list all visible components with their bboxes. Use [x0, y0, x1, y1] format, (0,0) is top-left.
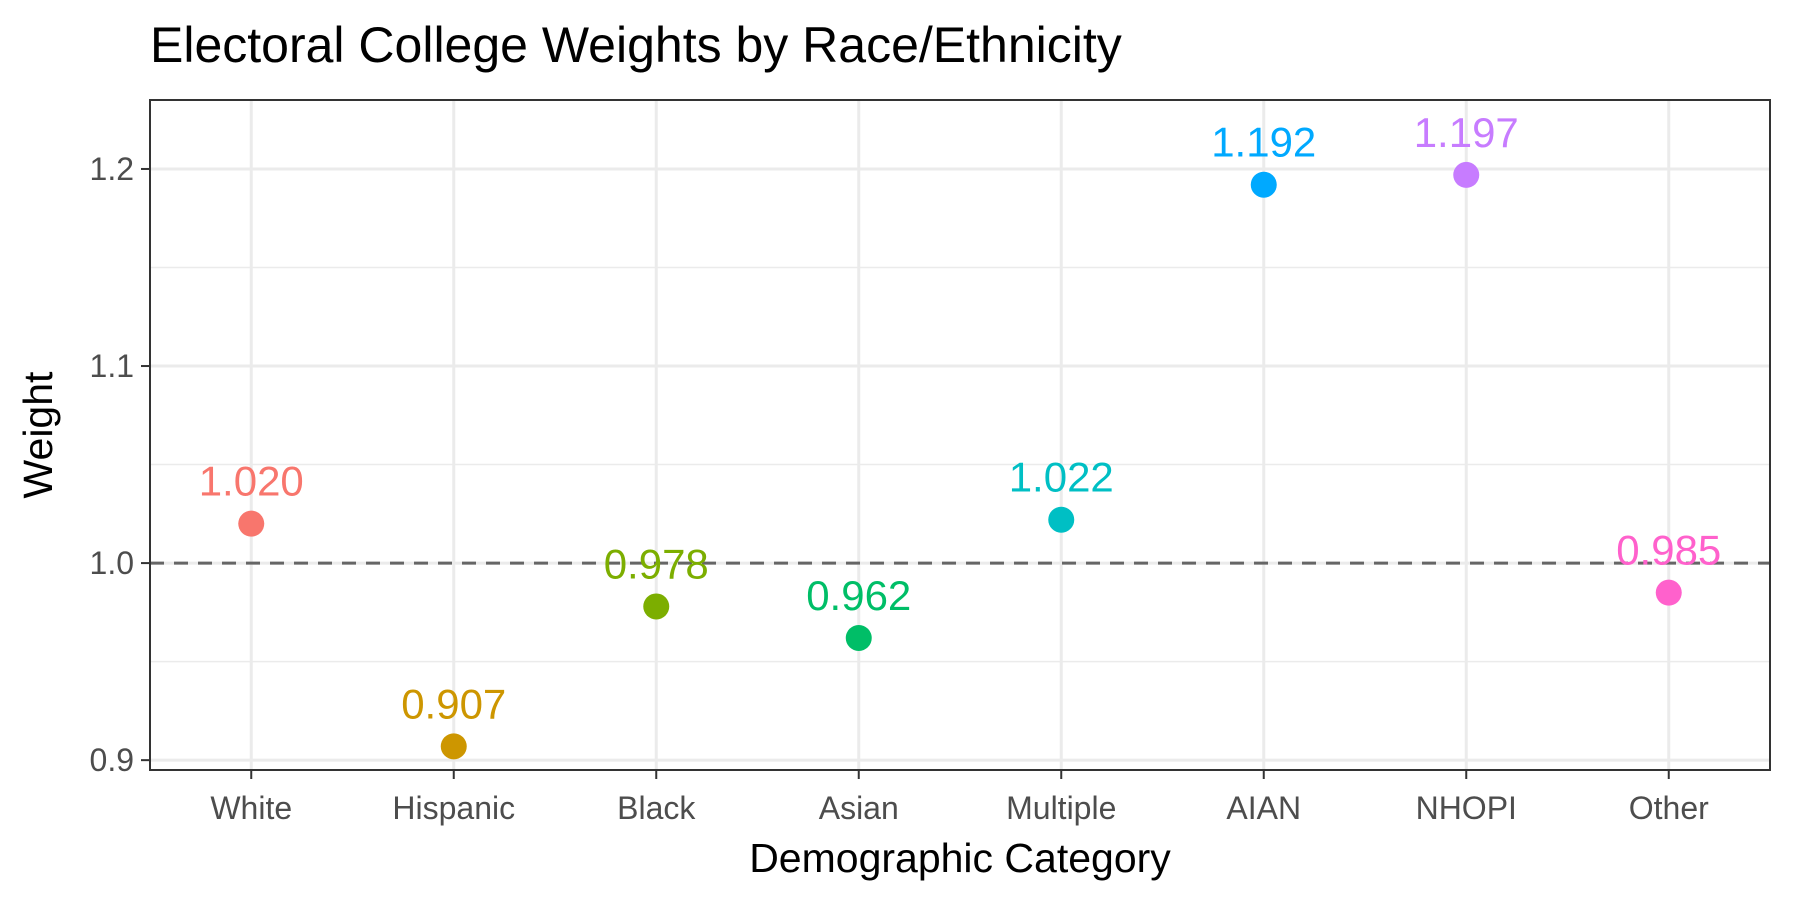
- x-tick-label: Asian: [819, 790, 899, 826]
- data-label: 1.022: [1009, 454, 1114, 501]
- x-tick-label: NHOPI: [1416, 790, 1517, 826]
- y-tick-label: 0.9: [90, 742, 134, 778]
- data-label: 0.907: [401, 680, 506, 727]
- data-labels: 1.020 0.907 0.978 0.962 1.022 1.192 1.197 0.985: [199, 109, 1722, 727]
- x-axis: White Hispanic Black Asian Multiple AIAN NHOPI…: [210, 770, 1709, 826]
- y-tick-label: 1.0: [90, 545, 134, 581]
- data-point: [238, 510, 265, 537]
- data-point: [845, 624, 872, 651]
- data-label: 0.978: [604, 540, 709, 587]
- data-point: [1655, 579, 1682, 606]
- data-points: [238, 161, 1682, 760]
- data-label: 0.962: [806, 572, 911, 619]
- data-label: 1.197: [1414, 109, 1519, 156]
- y-tick-label: 1.1: [90, 348, 134, 384]
- plot-panel: 1.020 0.907 0.978 0.962 1.022 1.192 1.197 0.985: [149, 99, 1771, 771]
- data-point: [1453, 161, 1480, 188]
- data-point: [1250, 171, 1277, 198]
- panel-border: [149, 99, 1771, 771]
- minor-gridlines: [150, 266, 1770, 663]
- y-tick-label: 1.2: [90, 151, 134, 187]
- data-label: 1.192: [1211, 119, 1316, 166]
- x-tick-label: Hispanic: [392, 790, 515, 826]
- y-axis: 0.9 1.0 1.1 1.2: [90, 151, 150, 778]
- data-point: [1048, 506, 1075, 533]
- panel-background: [150, 100, 1770, 770]
- data-label: 0.985: [1616, 527, 1721, 574]
- x-tick-label: White: [210, 790, 292, 826]
- chart-title: Electoral College Weights by Race/Ethnic…: [150, 17, 1122, 73]
- x-tick-label: Other: [1629, 790, 1709, 826]
- x-tick-label: Black: [617, 790, 696, 826]
- x-axis-title: Demographic Category: [749, 835, 1171, 881]
- x-tick-label: AIAN: [1226, 790, 1301, 826]
- x-tick-label: Multiple: [1006, 790, 1116, 826]
- data-point: [643, 593, 670, 620]
- data-label: 1.020: [199, 458, 304, 505]
- data-point: [440, 733, 467, 760]
- major-gridlines: [150, 100, 1770, 770]
- y-axis-title: Weight: [15, 371, 61, 498]
